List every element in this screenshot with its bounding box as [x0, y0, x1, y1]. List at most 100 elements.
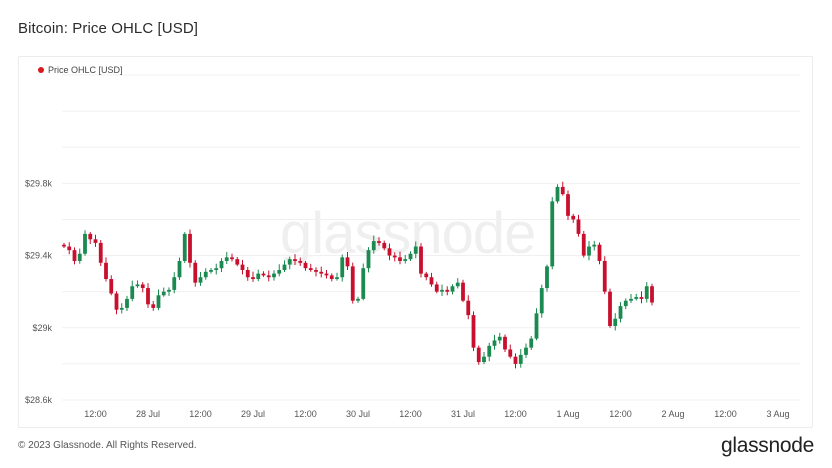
candle-body	[424, 273, 429, 278]
candle-body	[644, 286, 649, 299]
x-tick-label: 12:00	[84, 409, 107, 419]
candle-body	[550, 201, 555, 267]
candle-body	[503, 336, 507, 350]
candle-body	[597, 244, 602, 261]
candle-body	[461, 282, 465, 301]
candle-body	[629, 298, 633, 301]
candle-body	[361, 268, 366, 299]
candle-body	[198, 277, 203, 283]
candle-body	[466, 300, 471, 316]
candle-body	[203, 271, 208, 278]
candle-body	[240, 264, 245, 270]
candle-body	[492, 340, 497, 346]
candle-body	[555, 186, 560, 202]
candle-body	[256, 273, 261, 280]
candle-body	[508, 349, 513, 357]
grid-lines	[62, 74, 800, 401]
y-tick-label: $28.6k	[25, 395, 53, 405]
candle-body	[224, 257, 229, 261]
candle-body	[350, 266, 355, 301]
candle-body	[455, 282, 460, 287]
candle-body	[329, 275, 334, 280]
candle-body	[303, 262, 308, 269]
candle-body	[67, 246, 72, 251]
candle-body	[245, 270, 250, 278]
candle-body	[371, 241, 376, 251]
candle-body	[287, 259, 292, 265]
candle-body	[135, 284, 140, 287]
candle-body	[62, 244, 66, 247]
candle-body	[319, 271, 324, 274]
candle-body	[382, 242, 387, 249]
candle-body	[230, 257, 234, 260]
candle-body	[650, 286, 654, 303]
candle-body	[445, 289, 450, 292]
candle-body	[450, 286, 455, 292]
chart-card	[18, 56, 813, 428]
candle-body	[581, 233, 586, 256]
candle-body	[277, 270, 282, 274]
candle-body	[434, 284, 439, 292]
candle-body	[482, 356, 486, 363]
candle-body	[587, 246, 591, 256]
candle-body	[639, 297, 644, 299]
candle-body	[251, 277, 255, 280]
candle-body	[529, 338, 534, 348]
candle-body	[487, 345, 492, 357]
x-tick-label: 12:00	[714, 409, 737, 419]
candle-body	[592, 244, 597, 247]
candle-body	[88, 233, 93, 240]
candle-body	[293, 259, 297, 261]
copyright-text: © 2023 Glassnode. All Rights Reserved.	[18, 440, 197, 451]
candle-body	[566, 194, 570, 216]
candle-body	[356, 298, 360, 301]
candle-body	[261, 273, 266, 276]
candle-body	[534, 313, 539, 339]
legend-dot-icon	[38, 67, 44, 73]
page-title: Bitcoin: Price OHLC [USD]	[18, 20, 199, 37]
candle-body	[282, 264, 287, 270]
candle-body	[476, 347, 481, 363]
y-tick-label: $29.4k	[25, 251, 53, 261]
candle-body	[403, 259, 408, 261]
candle-body	[214, 268, 219, 270]
candle-body	[172, 277, 177, 290]
y-axis: $28.6k $29k $29.4k $29.8k	[25, 178, 53, 405]
candle-body	[618, 306, 623, 319]
candle-body	[161, 291, 166, 296]
candle-body	[146, 288, 150, 305]
candle-body	[440, 289, 444, 292]
candle-body	[235, 259, 240, 265]
candle-body	[539, 288, 544, 314]
candle-body	[209, 270, 213, 272]
candle-body	[130, 286, 135, 299]
candle-body	[93, 239, 98, 243]
legend[interactable]: Price OHLC [USD]	[38, 65, 123, 75]
y-tick-label: $29k	[32, 323, 52, 333]
candle-body	[272, 273, 276, 278]
x-tick-label: 2 Aug	[661, 409, 684, 419]
candle-body	[77, 253, 82, 261]
candle-body	[576, 219, 581, 234]
glassnode-logo[interactable]: glassnode	[720, 434, 814, 457]
candle-body	[266, 275, 271, 278]
candle-body	[104, 262, 108, 280]
candle-body	[413, 246, 418, 254]
candle-body	[156, 295, 161, 308]
candle-body	[513, 356, 518, 364]
candle-body	[345, 257, 350, 267]
candle-body	[298, 260, 303, 263]
candle-body	[623, 300, 628, 307]
candle-body	[83, 233, 87, 254]
x-tick-label: 31 Jul	[451, 409, 475, 419]
candle-body	[560, 186, 565, 195]
candle-body	[398, 257, 402, 261]
candle-body	[119, 307, 124, 310]
candle-body	[429, 277, 434, 285]
candle-body	[335, 277, 339, 280]
candle-body	[188, 233, 192, 263]
candle-body	[471, 315, 476, 348]
candle-body	[387, 248, 392, 256]
y-tick-label: $29.8k	[25, 178, 53, 188]
